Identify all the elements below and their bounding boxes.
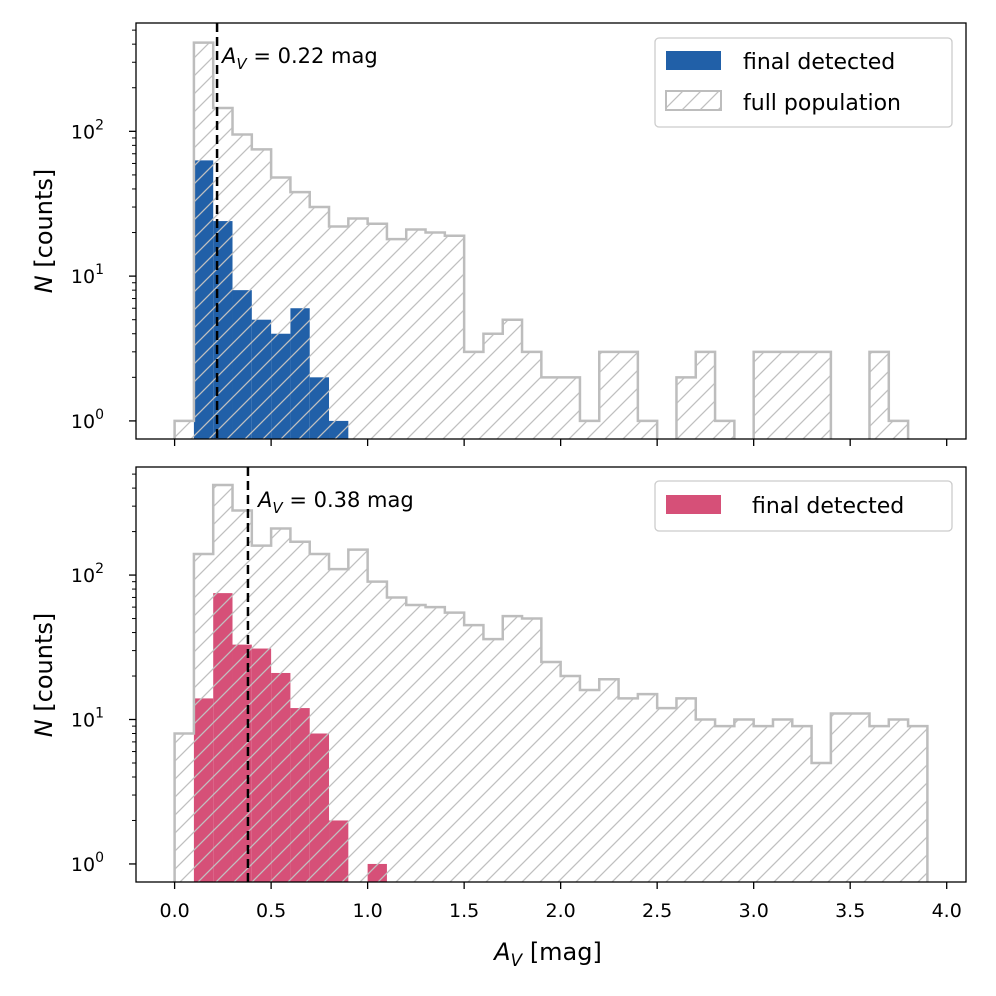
top-y-ticks: 100 101 102 <box>71 29 136 433</box>
top-ylabel-n: N <box>30 275 58 293</box>
x-axis-label: AV [mag] <box>492 938 602 971</box>
top-ytick-label-2: 102 <box>71 117 104 143</box>
bottom-ytick-label-0: 100 <box>71 850 104 876</box>
top-annotation: AV = 0.22 mag <box>220 44 378 73</box>
panel-top-frame <box>135 22 967 440</box>
xtick-label-6: 3.0 <box>739 900 769 922</box>
bottom-plot-area <box>173 467 929 882</box>
xtick-label-5: 2.5 <box>642 900 672 922</box>
top-legend-box <box>654 37 953 128</box>
bottom-full-population-hatch <box>174 485 928 882</box>
bottom-legend-box <box>654 480 953 532</box>
top-legend-swatch-detected <box>666 51 721 70</box>
top-plot-area <box>173 23 910 439</box>
top-annotation-a: A <box>220 44 236 68</box>
bottom-annotation-sub: V <box>272 499 284 517</box>
xtick-label-1: 0.5 <box>256 900 286 922</box>
bottom-ytick-label-1: 101 <box>71 706 104 732</box>
bottom-annotation-a: A <box>256 488 272 512</box>
top-ytick-label-1: 101 <box>71 262 104 288</box>
top-ylabel-rest: [counts] <box>30 169 58 276</box>
bottom-ylabel-rest: [counts] <box>30 613 58 720</box>
top-legend-swatch-full <box>665 90 722 111</box>
bottom-ylabel-n: N <box>30 719 58 737</box>
bottom-y-axis-label: N [counts] <box>30 613 58 738</box>
bottom-full-population-outline <box>173 483 929 882</box>
xtick-label-3: 1.5 <box>449 900 479 922</box>
bottom-x-ticks: 0.0 0.5 1.0 1.5 2.0 2.5 3.0 3.5 4.0 <box>159 439 962 922</box>
xtick-label-4: 2.0 <box>546 900 576 922</box>
panel-top: 100 101 102 AV = 0.22 mag final detected f… <box>30 22 967 440</box>
bottom-annotation: AV = 0.38 mag <box>256 488 414 517</box>
top-annotation-value: = 0.22 mag <box>247 44 378 68</box>
bottom-legend: final detected <box>654 480 953 532</box>
bottom-y-ticks: 100 101 102 <box>71 473 136 876</box>
top-y-axis-label: N [counts] <box>30 169 58 294</box>
xtick-label-0: 0.0 <box>159 900 189 922</box>
top-full-population-hatch <box>174 42 909 439</box>
top-legend-label-full: full population <box>743 91 901 116</box>
xlabel-a: A <box>492 938 510 966</box>
bottom-legend-label-detected: final detected <box>752 494 904 519</box>
top-legend: final detected full population <box>654 37 953 128</box>
xlabel-sub: V <box>511 951 524 971</box>
top-full-population-outline <box>173 41 910 439</box>
bottom-legend-swatch-detected <box>666 495 721 514</box>
top-annotation-sub: V <box>236 55 248 73</box>
top-legend-label-detected: final detected <box>743 50 895 75</box>
xtick-label-2: 1.0 <box>353 900 383 922</box>
panel-bottom-frame <box>135 466 967 883</box>
xlabel-rest: [mag] <box>522 938 602 966</box>
bottom-ytick-label-2: 102 <box>71 561 104 587</box>
xtick-label-7: 3.5 <box>835 900 865 922</box>
top-ytick-label-0: 100 <box>71 407 104 433</box>
bottom-annotation-value: = 0.38 mag <box>283 488 414 512</box>
xtick-label-8: 4.0 <box>932 900 962 922</box>
